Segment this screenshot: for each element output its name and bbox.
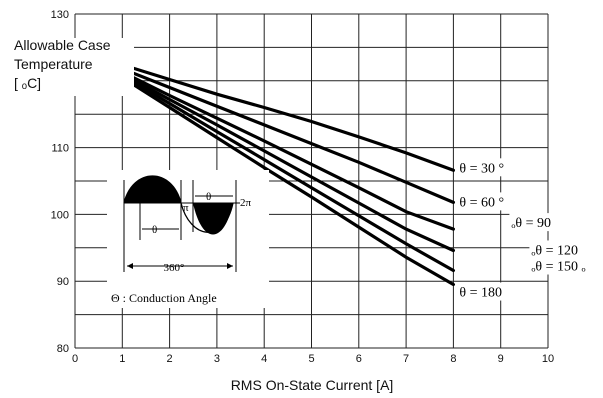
y-tick-label: 130: [51, 9, 69, 21]
series-label-backdrop: [509, 213, 570, 232]
series-label-5: θ = 180: [459, 286, 502, 301]
series-curves: [73, 45, 455, 287]
x-tick-label: 9: [498, 353, 504, 365]
y-tick-label: 100: [51, 209, 69, 221]
series-line-5: [73, 45, 455, 287]
series-label-2: ₒθ = 90: [511, 216, 551, 231]
x-axis-label: RMS On-State Current [A]: [231, 377, 394, 393]
series-line-1: [73, 45, 455, 204]
x-tick-label: 7: [403, 353, 409, 365]
series-line-2: [73, 45, 455, 231]
x-tick-label: 1: [119, 353, 125, 365]
x-tick-label: 6: [356, 353, 362, 365]
y-tick-label: 90: [57, 276, 69, 288]
series-line-0: [73, 45, 455, 172]
pi-label: π: [183, 202, 189, 214]
series-label-backdrop: [529, 256, 590, 275]
y-axis-label-line-2: Temperature: [14, 56, 93, 72]
x-tick-label: 2: [167, 353, 173, 365]
conduction-angle-caption: Θ : Conduction Angle: [111, 291, 217, 305]
series-line-4: [73, 45, 455, 273]
tick-labels: 0123456789108090100110120130: [51, 9, 554, 365]
y-tick-label: 110: [51, 143, 69, 155]
series-label-4: ₒθ = 150 ₒ: [531, 260, 585, 275]
x-tick-label: 5: [308, 353, 314, 365]
x-tick-label: 10: [542, 353, 554, 365]
series-labels: θ = 30 ° θ = 60 ° ₒθ = 90 ₒθ = 120 ₒθ = 150 …: [457, 158, 590, 301]
series-label-backdrop: [457, 192, 518, 211]
degrees-label: 360°: [164, 262, 185, 274]
y-axis-label-line-3: [ ₒC]: [14, 75, 41, 91]
sine-waveform-icon: [123, 175, 240, 272]
theta-label-upper: θ: [206, 191, 211, 203]
series-label-3: ₒθ = 120: [531, 243, 578, 258]
y-axis-label-line-1: Allowable Case: [14, 37, 111, 53]
series-label-backdrop: [457, 158, 518, 177]
series-label-backdrop: [457, 282, 518, 301]
series-label-1: θ = 60 °: [459, 195, 504, 210]
grid: [74, 13, 549, 349]
series-label-backdrop: [529, 240, 590, 259]
series-label-0: θ = 30 °: [459, 161, 504, 176]
series-line-3: [73, 45, 455, 253]
two-pi-label: 2π: [240, 197, 252, 209]
y-tick-label: 80: [57, 343, 69, 355]
conduction-angle-inset: π 2π θ θ 360° Θ : Conduction Angle: [107, 170, 269, 308]
x-tick-label: 4: [261, 353, 267, 365]
x-tick-label: 3: [214, 353, 220, 365]
x-tick-label: 8: [450, 353, 456, 365]
y-axis-label: Allowable Case Temperature [ ₒC]: [12, 37, 134, 96]
x-tick-label: 0: [72, 353, 78, 365]
theta-label-lower: θ: [152, 224, 157, 236]
